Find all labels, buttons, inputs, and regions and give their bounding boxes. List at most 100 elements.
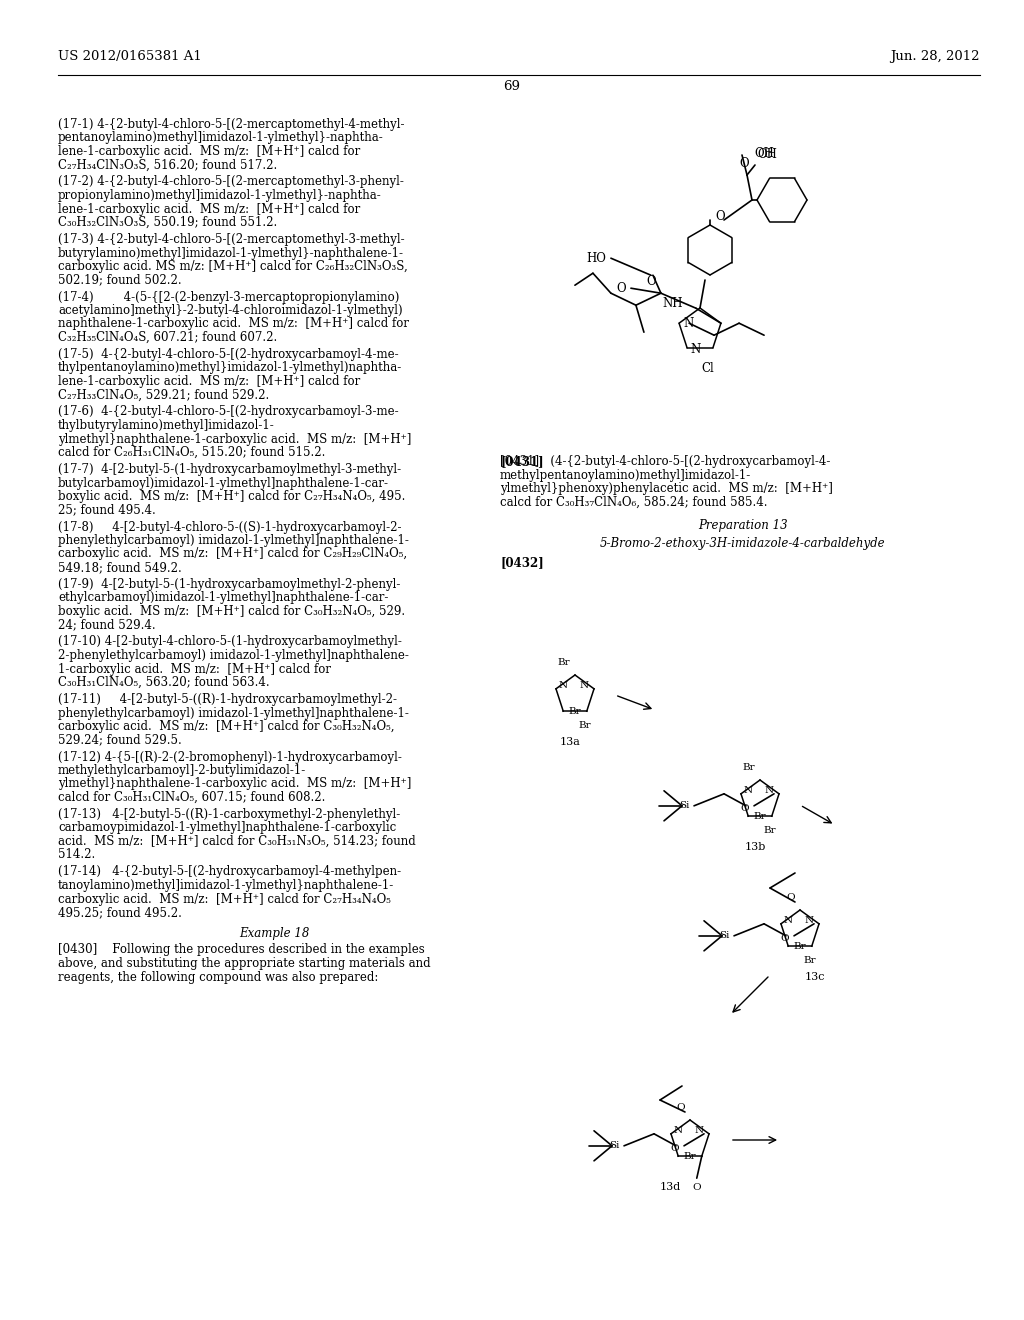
Text: N: N — [805, 916, 814, 925]
Text: ylmethyl}phenoxy)phenylacetic acid.  MS m/z:  [M+H⁺]: ylmethyl}phenoxy)phenylacetic acid. MS m… — [500, 482, 833, 495]
Text: Jun. 28, 2012: Jun. 28, 2012 — [891, 50, 980, 63]
Text: (17-4)        4-(5-{[2-(2-benzyl-3-mercaptopropionylamino): (17-4) 4-(5-{[2-(2-benzyl-3-mercaptoprop… — [58, 290, 399, 304]
Text: 549.18; found 549.2.: 549.18; found 549.2. — [58, 561, 181, 574]
Text: ylmethyl}naphthalene-1-carboxylic acid.  MS m/z:  [M+H⁺]: ylmethyl}naphthalene-1-carboxylic acid. … — [58, 433, 412, 446]
Text: 495.25; found 495.2.: 495.25; found 495.2. — [58, 906, 182, 919]
Text: C₂₇H₃₃ClN₄O₅, 529.21; found 529.2.: C₂₇H₃₃ClN₄O₅, 529.21; found 529.2. — [58, 388, 269, 401]
Text: boxylic acid.  MS m/z:  [M+H⁺] calcd for C₂₇H₃₄N₄O₅, 495.: boxylic acid. MS m/z: [M+H⁺] calcd for C… — [58, 490, 406, 503]
Text: 514.2.: 514.2. — [58, 849, 95, 862]
Text: N: N — [559, 681, 568, 690]
Text: Si: Si — [719, 932, 729, 940]
Text: carboxylic acid.  MS m/z:  [M+H⁺] calcd for C₃₀H₃₂N₄O₅,: carboxylic acid. MS m/z: [M+H⁺] calcd fo… — [58, 719, 394, 733]
Text: methylpentanoylamino)methyl]imidazol-1-: methylpentanoylamino)methyl]imidazol-1- — [500, 469, 752, 482]
Text: (17-5)  4-{2-butyl-4-chloro-5-[(2-hydroxycarbamoyl-4-me-: (17-5) 4-{2-butyl-4-chloro-5-[(2-hydroxy… — [58, 348, 398, 360]
Text: N: N — [784, 916, 794, 925]
Text: Preparation 13: Preparation 13 — [697, 519, 787, 532]
Text: Br: Br — [742, 763, 755, 772]
Text: 5-Bromo-2-ethoxy-3H-imidazole-4-carbaldehyde: 5-Bromo-2-ethoxy-3H-imidazole-4-carbalde… — [600, 536, 886, 549]
Text: butyrylamino)methyl]imidazol-1-ylmethyl}-naphthalene-1-: butyrylamino)methyl]imidazol-1-ylmethyl}… — [58, 247, 404, 260]
Text: methylethylcarbamoyl]-2-butylimidazol-1-: methylethylcarbamoyl]-2-butylimidazol-1- — [58, 764, 306, 777]
Text: reagents, the following compound was also prepared:: reagents, the following compound was als… — [58, 970, 379, 983]
Text: 1-carboxylic acid.  MS m/z:  [M+H⁺] calcd for: 1-carboxylic acid. MS m/z: [M+H⁺] calcd … — [58, 663, 331, 676]
Text: O: O — [786, 894, 795, 902]
Text: OH: OH — [754, 147, 774, 160]
Text: Br: Br — [764, 826, 776, 836]
Text: N: N — [580, 681, 589, 690]
Text: N: N — [744, 787, 753, 796]
Text: [0431]: [0431] — [500, 455, 544, 469]
Text: Cl: Cl — [701, 362, 715, 375]
Text: acetylamino]methyl}-2-butyl-4-chloroimidazol-1-ylmethyl): acetylamino]methyl}-2-butyl-4-chloroimid… — [58, 304, 402, 317]
Text: US 2012/0165381 A1: US 2012/0165381 A1 — [58, 50, 202, 63]
Text: 529.24; found 529.5.: 529.24; found 529.5. — [58, 734, 181, 747]
Text: [0432]: [0432] — [500, 556, 544, 569]
Text: 13c: 13c — [805, 972, 825, 982]
Text: O: O — [671, 1144, 679, 1154]
Text: C₃₀H₃₁ClN₄O₅, 563.20; found 563.4.: C₃₀H₃₁ClN₄O₅, 563.20; found 563.4. — [58, 676, 269, 689]
Text: (17-11)     4-[2-butyl-5-((R)-1-hydroxycarbamoylmethyl-2-: (17-11) 4-[2-butyl-5-((R)-1-hydroxycarba… — [58, 693, 397, 706]
Text: C₃₀H₃₂ClN₃O₃S, 550.19; found 551.2.: C₃₀H₃₂ClN₃O₃S, 550.19; found 551.2. — [58, 216, 278, 228]
Text: Br: Br — [804, 956, 816, 965]
Text: phenylethylcarbamoyl) imidazol-1-ylmethyl]naphthalene-1-: phenylethylcarbamoyl) imidazol-1-ylmethy… — [58, 706, 409, 719]
Text: O: O — [692, 1183, 701, 1192]
Text: O: O — [780, 935, 790, 944]
Text: lene-1-carboxylic acid.  MS m/z:  [M+H⁺] calcd for: lene-1-carboxylic acid. MS m/z: [M+H⁺] c… — [58, 202, 360, 215]
Text: carboxylic acid. MS m/z: [M+H⁺] calcd for C₂₆H₃₂ClN₃O₃S,: carboxylic acid. MS m/z: [M+H⁺] calcd fo… — [58, 260, 408, 273]
Text: N: N — [690, 343, 700, 356]
Text: Br: Br — [557, 657, 570, 667]
Text: pentanoylamino)methyl]imidazol-1-ylmethyl}-naphtha-: pentanoylamino)methyl]imidazol-1-ylmethy… — [58, 132, 384, 144]
Text: Br: Br — [754, 812, 766, 821]
Text: butylcarbamoyl)imidazol-1-ylmethyl]naphthalene-1-car-: butylcarbamoyl)imidazol-1-ylmethyl]napht… — [58, 477, 389, 490]
Text: lene-1-carboxylic acid.  MS m/z:  [M+H⁺] calcd for: lene-1-carboxylic acid. MS m/z: [M+H⁺] c… — [58, 375, 360, 388]
Text: NH: NH — [663, 297, 683, 310]
Text: HO: HO — [586, 252, 606, 265]
Text: (17-12) 4-{5-[(R)-2-(2-bromophenyl)-1-hydroxycarbamoyl-: (17-12) 4-{5-[(R)-2-(2-bromophenyl)-1-hy… — [58, 751, 401, 763]
Text: Si: Si — [608, 1142, 620, 1150]
Text: lene-1-carboxylic acid.  MS m/z:  [M+H⁺] calcd for: lene-1-carboxylic acid. MS m/z: [M+H⁺] c… — [58, 145, 360, 158]
Text: N: N — [674, 1126, 683, 1135]
Text: ylmethyl}naphthalene-1-carboxylic acid.  MS m/z:  [M+H⁺]: ylmethyl}naphthalene-1-carboxylic acid. … — [58, 777, 412, 791]
Text: (17-3) 4-{2-butyl-4-chloro-5-[(2-mercaptomethyl-3-methyl-: (17-3) 4-{2-butyl-4-chloro-5-[(2-mercapt… — [58, 234, 404, 246]
Text: Br: Br — [579, 721, 591, 730]
Text: (17-6)  4-{2-butyl-4-chloro-5-[(2-hydroxycarbamoyl-3-me-: (17-6) 4-{2-butyl-4-chloro-5-[(2-hydroxy… — [58, 405, 398, 418]
Text: acid.  MS m/z:  [M+H⁺] calcd for C₃₀H₃₁N₃O₅, 514.23; found: acid. MS m/z: [M+H⁺] calcd for C₃₀H₃₁N₃O… — [58, 836, 416, 847]
Text: [0430]    Following the procedures described in the examples: [0430] Following the procedures describe… — [58, 944, 425, 957]
Text: (17-9)  4-[2-butyl-5-(1-hydroxycarbamoylmethyl-2-phenyl-: (17-9) 4-[2-butyl-5-(1-hydroxycarbamoylm… — [58, 578, 400, 591]
Text: tanoylamino)methyl]imidazol-1-ylmethyl}naphthalene-1-: tanoylamino)methyl]imidazol-1-ylmethyl}n… — [58, 879, 394, 892]
Text: phenylethylcarbamoyl) imidazol-1-ylmethyl]naphthalene-1-: phenylethylcarbamoyl) imidazol-1-ylmethy… — [58, 535, 409, 546]
Text: (17-1) 4-{2-butyl-4-chloro-5-[(2-mercaptomethyl-4-methyl-: (17-1) 4-{2-butyl-4-chloro-5-[(2-mercapt… — [58, 117, 404, 131]
Text: O: O — [677, 1104, 685, 1111]
Text: C₃₂H₃₅ClN₄O₄S, 607.21; found 607.2.: C₃₂H₃₅ClN₄O₄S, 607.21; found 607.2. — [58, 331, 278, 345]
Text: (17-7)  4-[2-butyl-5-(1-hydroxycarbamoylmethyl-3-methyl-: (17-7) 4-[2-butyl-5-(1-hydroxycarbamoylm… — [58, 463, 401, 477]
Text: calcd for C₃₀H₃₁ClN₄O₅, 607.15; found 608.2.: calcd for C₃₀H₃₁ClN₄O₅, 607.15; found 60… — [58, 791, 326, 804]
Text: (17-10) 4-[2-butyl-4-chloro-5-(1-hydroxycarbamoylmethyl-: (17-10) 4-[2-butyl-4-chloro-5-(1-hydroxy… — [58, 635, 401, 648]
Text: N: N — [683, 317, 693, 330]
Text: O: O — [740, 804, 749, 813]
Text: 13a: 13a — [559, 737, 581, 747]
Text: Br: Br — [568, 706, 581, 715]
Text: 24; found 529.4.: 24; found 529.4. — [58, 619, 156, 631]
Text: (17-14)   4-{2-butyl-5-[(2-hydroxycarbamoyl-4-methylpen-: (17-14) 4-{2-butyl-5-[(2-hydroxycarbamoy… — [58, 866, 401, 879]
Text: naphthalene-1-carboxylic acid.  MS m/z:  [M+H⁺] calcd for: naphthalene-1-carboxylic acid. MS m/z: [… — [58, 318, 409, 330]
Text: thylpentanoylamino)methyl}imidazol-1-ylmethyl)naphtha-: thylpentanoylamino)methyl}imidazol-1-ylm… — [58, 362, 402, 375]
Text: (17-13)   4-[2-butyl-5-((R)-1-carboxymethyl-2-phenylethyl-: (17-13) 4-[2-butyl-5-((R)-1-carboxymethy… — [58, 808, 400, 821]
Text: carbamoypimidazol-1-ylmethyl]naphthalene-1-carboxylic: carbamoypimidazol-1-ylmethyl]naphthalene… — [58, 821, 396, 834]
Text: carboxylic acid.  MS m/z:  [M+H⁺] calcd for C₂₇H₃₄N₄O₅: carboxylic acid. MS m/z: [M+H⁺] calcd fo… — [58, 892, 391, 906]
Text: propionylamino)methyl]imidazol-1-ylmethyl}-naphtha-: propionylamino)methyl]imidazol-1-ylmethy… — [58, 189, 382, 202]
Text: above, and substituting the appropriate starting materials and: above, and substituting the appropriate … — [58, 957, 431, 970]
Text: Br: Br — [794, 941, 806, 950]
Text: C₂₇H₃₄ClN₃O₃S, 516.20; found 517.2.: C₂₇H₃₄ClN₃O₃S, 516.20; found 517.2. — [58, 158, 278, 172]
Text: 25; found 495.4.: 25; found 495.4. — [58, 503, 156, 516]
Text: 69: 69 — [504, 81, 520, 92]
Text: (17-8)     4-[2-butyl-4-chloro-5-((S)-1-hydroxycarbamoyl-2-: (17-8) 4-[2-butyl-4-chloro-5-((S)-1-hydr… — [58, 520, 401, 533]
Text: 13b: 13b — [744, 842, 766, 851]
Text: N: N — [695, 1126, 705, 1135]
Text: Example 18: Example 18 — [239, 927, 309, 940]
Text: O: O — [715, 210, 725, 223]
Text: calcd for C₂₆H₃₁ClN₄O₅, 515.20; found 515.2.: calcd for C₂₆H₃₁ClN₄O₅, 515.20; found 51… — [58, 446, 326, 459]
Text: 13d: 13d — [659, 1181, 681, 1192]
Text: OH: OH — [757, 148, 777, 161]
Text: [0431]   (4-{2-butyl-4-chloro-5-[(2-hydroxycarbamoyl-4-: [0431] (4-{2-butyl-4-chloro-5-[(2-hydrox… — [500, 455, 830, 469]
Text: Si: Si — [679, 801, 689, 810]
Text: calcd for C₃₀H₃₇ClN₄O₆, 585.24; found 585.4.: calcd for C₃₀H₃₇ClN₄O₆, 585.24; found 58… — [500, 495, 768, 508]
